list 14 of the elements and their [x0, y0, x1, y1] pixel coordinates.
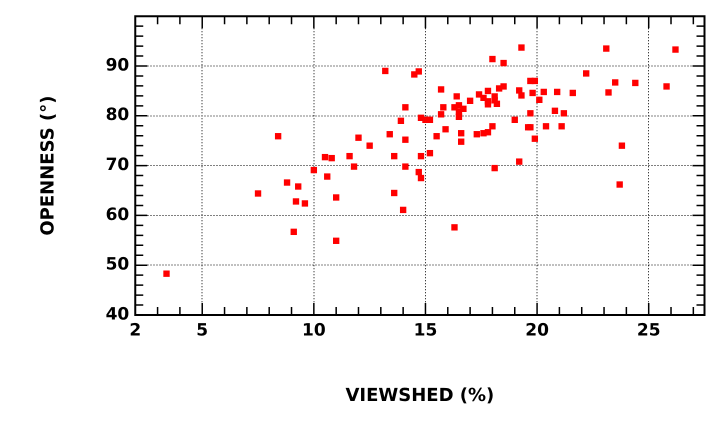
- y-tick-label: 50: [106, 254, 130, 275]
- x-tick-label: 25: [636, 320, 661, 341]
- x-tick-label: 10: [302, 320, 326, 341]
- y-tick-label: 40: [106, 304, 130, 324]
- x-tick-label: 15: [414, 320, 438, 341]
- y-axis-title: OPENNESS (°): [37, 96, 58, 236]
- y-tick-label: 70: [106, 155, 130, 176]
- y-tick-label: 60: [106, 204, 130, 225]
- x-tick-label: 20: [525, 320, 550, 341]
- y-tick-label: 80: [106, 105, 130, 126]
- x-axis-title: VIEWSHED (%): [345, 384, 494, 406]
- x-tick-label: 2: [129, 320, 142, 341]
- x-tick-label: 5: [196, 320, 208, 341]
- y-tick-label: 90: [106, 55, 130, 76]
